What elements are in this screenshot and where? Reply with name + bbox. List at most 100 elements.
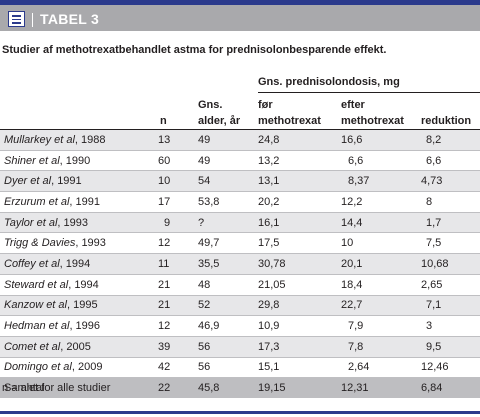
cell-before: 30,78 <box>258 253 341 275</box>
study-author: Dyer et al <box>4 175 52 188</box>
table-row: Mullarkey et al, 1988 13 49 24,8 16,6 8,2 <box>0 130 480 151</box>
cell-before: 17,3 <box>258 336 341 358</box>
cell-after: 6,6 <box>341 150 421 172</box>
cell-after: 8,37 <box>341 170 421 193</box>
study-cell: Coffey et al, 1994 <box>0 253 158 275</box>
cell-age: 52 <box>198 295 258 317</box>
study-cell: Steward et al, 1994 <box>0 274 158 296</box>
cell-after: 12,2 <box>341 191 421 213</box>
cell-age: 48 <box>198 274 258 296</box>
study-author: Erzurum et al <box>4 195 70 208</box>
study-author: Trigg & Davies <box>4 237 76 250</box>
table-row: Shiner et al, 1990 60 49 13,2 6,6 6,6 <box>0 150 480 172</box>
table-row: Coffey et al, 1994 11 35,5 30,78 20,1 10,68 <box>0 253 480 275</box>
cell-reduction: 8 <box>421 191 480 213</box>
study-table: Mullarkey et al, 1988 13 49 24,8 16,6 8,2 Shin… <box>0 130 480 398</box>
table-row: Taylor et al, 1993 9? 16,1 14,4 1,7 <box>0 212 480 234</box>
cell-age: 53,8 <box>198 191 258 213</box>
header-rule <box>0 129 480 131</box>
cell-before: 24,8 <box>258 130 341 151</box>
cell-n: 39 <box>158 336 198 358</box>
study-author: Mullarkey et al <box>4 133 75 146</box>
table-list-icon <box>8 11 25 27</box>
col-header-after-line2: methotrexat <box>341 115 404 127</box>
cell-before: 29,8 <box>258 295 341 317</box>
cell-age: 56 <box>198 357 258 379</box>
cell-n: 12 <box>158 315 198 337</box>
cell-after: 20,1 <box>341 253 421 275</box>
col-header-n: n <box>160 115 167 127</box>
table-row: Kanzow et al, 1995 21 52 29,8 22,7 7,1 <box>0 295 480 317</box>
table-row: Erzurum et al, 1991 17 53,8 20,2 12,2 8 <box>0 191 480 213</box>
group-header-rule <box>258 92 480 93</box>
top-accent-bar <box>0 0 480 5</box>
table-row: Domingo et al, 2009 42 56 15,1 2,64 12,46 <box>0 357 480 379</box>
study-cell: Shiner et al, 1990 <box>0 150 158 172</box>
col-header-age-line2: alder, år <box>198 115 241 127</box>
cell-n: 11 <box>158 253 198 275</box>
study-year: , 1991 <box>51 175 82 188</box>
col-header-after-line1: efter <box>341 99 365 111</box>
col-header-after: efter methotrexat <box>341 97 404 129</box>
cell-after: 14,4 <box>341 212 421 234</box>
table-row: Steward et al, 1994 21 48 21,05 18,4 2,65 <box>0 274 480 296</box>
cell-n: 60 <box>158 150 198 172</box>
cell-n: 9 <box>158 212 198 234</box>
cell-after: 2,64 <box>341 357 421 379</box>
cell-age: 49,7 <box>198 232 258 255</box>
cell-age: 49 <box>198 130 258 151</box>
study-cell: Mullarkey et al, 1988 <box>0 130 158 151</box>
cell-reduction: 8,2 <box>421 130 480 151</box>
cell-after: 7,9 <box>341 315 421 337</box>
table-row: Comet et al, 2005 39 56 17,3 7,8 9,5 <box>0 336 480 358</box>
title-separator <box>32 13 33 27</box>
cell-n: 42 <box>158 357 198 379</box>
study-author: Domingo et al <box>4 361 72 374</box>
cell-before: 20,2 <box>258 191 341 213</box>
study-year: , 1994 <box>59 257 91 270</box>
study-table-body: Mullarkey et al, 1988 13 49 24,8 16,6 8,2 Shin… <box>0 130 480 398</box>
cell-n: 10 <box>158 170 198 193</box>
study-author: Steward et al <box>4 278 69 291</box>
col-header-before: før methotrexat <box>258 97 321 129</box>
total-n: 22 <box>158 377 198 398</box>
study-author: Comet et al <box>4 340 61 353</box>
table-caption: Studier af methotrexatbehandlet astma fo… <box>2 44 387 56</box>
cell-age: 56 <box>198 336 258 358</box>
study-year: , 1996 <box>69 320 101 333</box>
cell-before: 16,1 <box>258 212 341 234</box>
table-title-bar: TABEL 3 <box>0 5 480 31</box>
table-title: TABEL 3 <box>40 11 100 27</box>
study-author: Taylor et al <box>4 216 58 229</box>
cell-before: 21,05 <box>258 274 341 296</box>
study-cell: Domingo et al, 2009 <box>0 357 158 379</box>
cell-reduction: 10,68 <box>421 253 480 275</box>
cell-before: 13,1 <box>258 170 341 193</box>
study-year: , 1995 <box>66 299 98 312</box>
cell-after: 16,6 <box>341 130 421 151</box>
study-cell: Dyer et al, 1991 <box>0 170 158 193</box>
col-header-age-line1: Gns. <box>198 99 223 111</box>
cell-n: 12 <box>158 232 198 255</box>
cell-after: 10 <box>341 232 421 255</box>
study-year: , 1988 <box>74 133 106 146</box>
study-author: Shiner et al <box>4 154 60 167</box>
cell-age: 35,5 <box>198 253 258 275</box>
study-year: , 1993 <box>75 237 106 250</box>
cell-reduction: 6,6 <box>421 150 480 172</box>
cell-after: 22,7 <box>341 295 421 317</box>
cell-before: 17,5 <box>258 232 341 255</box>
table-row: Trigg & Davies, 1993 12 49,7 17,5 10 7,5 <box>0 232 480 255</box>
cell-reduction: 1,7 <box>421 212 480 234</box>
study-year: , 2009 <box>71 361 103 374</box>
total-reduction: 6,84 <box>421 377 480 398</box>
study-year: , 1993 <box>57 216 88 229</box>
study-author: Coffey et al <box>4 257 60 270</box>
cell-age: 54 <box>198 170 258 193</box>
study-cell: Erzurum et al, 1991 <box>0 191 158 213</box>
cell-reduction: 7,5 <box>421 232 480 255</box>
cell-n: 13 <box>158 130 198 151</box>
table-row: Dyer et al, 1991 10 54 13,1 8,37 4,73 <box>0 170 480 193</box>
study-year: , 1991 <box>69 195 101 208</box>
cell-reduction: 7,1 <box>421 295 480 317</box>
